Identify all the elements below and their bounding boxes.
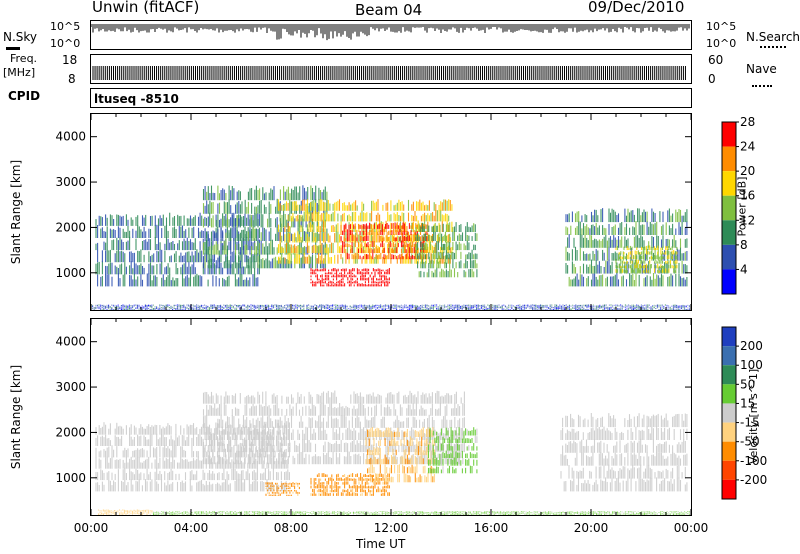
freq-label: Freq. — [10, 52, 38, 65]
nave-tick-top: 60 — [708, 53, 724, 67]
colorbar-tick-label: 8 — [740, 238, 748, 252]
nave-key — [752, 84, 772, 87]
colorbar-tick-label: 24 — [740, 140, 755, 154]
cpid-value: ltuseq -8510 — [94, 92, 179, 106]
colorbar-cell — [722, 171, 736, 196]
colorbar-cell — [722, 220, 736, 245]
colorbar-tick-label: 16 — [740, 189, 755, 203]
colorbar-tick-label: 12 — [740, 213, 755, 227]
nsearch-key — [760, 45, 786, 48]
nsearch-label: N.Search — [746, 30, 800, 44]
station-title: Unwin (fitACF) — [92, 0, 200, 16]
colorbar-cell — [722, 146, 736, 172]
date-label: 09/Dec/2010 — [588, 0, 685, 16]
freq-strip — [90, 54, 692, 84]
nsky-right-tick-top: 10^5 — [706, 20, 737, 33]
nsky-label: N.Sky — [3, 30, 38, 44]
beam-label: Beam 04 — [355, 1, 423, 19]
nave-tick-bottom: 0 — [708, 72, 716, 86]
colorbar-cell — [722, 195, 736, 221]
freq-tick-bottom: 8 — [68, 72, 76, 86]
time-axis-label: Time UT — [356, 537, 406, 551]
nsky-tick-bottom: 10^0 — [50, 37, 81, 50]
nsky-marker — [6, 47, 20, 50]
y-tick-label: 3000 — [55, 175, 86, 189]
nave-label: Nave — [746, 62, 777, 76]
colorbar-tick-label: 28 — [740, 115, 755, 129]
colorbar-cell — [722, 244, 736, 270]
y-tick-label: 1000 — [55, 266, 86, 280]
cpid-strip — [90, 88, 692, 108]
nsky-tick-top: 10^5 — [50, 20, 81, 33]
colorbar-cell — [722, 122, 736, 147]
nsky-right-tick-bottom: 10^0 — [706, 37, 737, 50]
colorbar-cell — [722, 269, 736, 294]
colorbar-tick-label: 4 — [740, 262, 748, 276]
y-tick-label: 4000 — [55, 130, 86, 144]
colorbar-frame — [721, 121, 737, 295]
colorbar-tick-label: 20 — [740, 164, 755, 178]
freq-unit: [MHz] — [3, 66, 36, 79]
cpid-label: CPID — [8, 89, 41, 103]
y-tick-label: 2000 — [55, 220, 86, 234]
freq-tick-top: 18 — [62, 53, 78, 67]
